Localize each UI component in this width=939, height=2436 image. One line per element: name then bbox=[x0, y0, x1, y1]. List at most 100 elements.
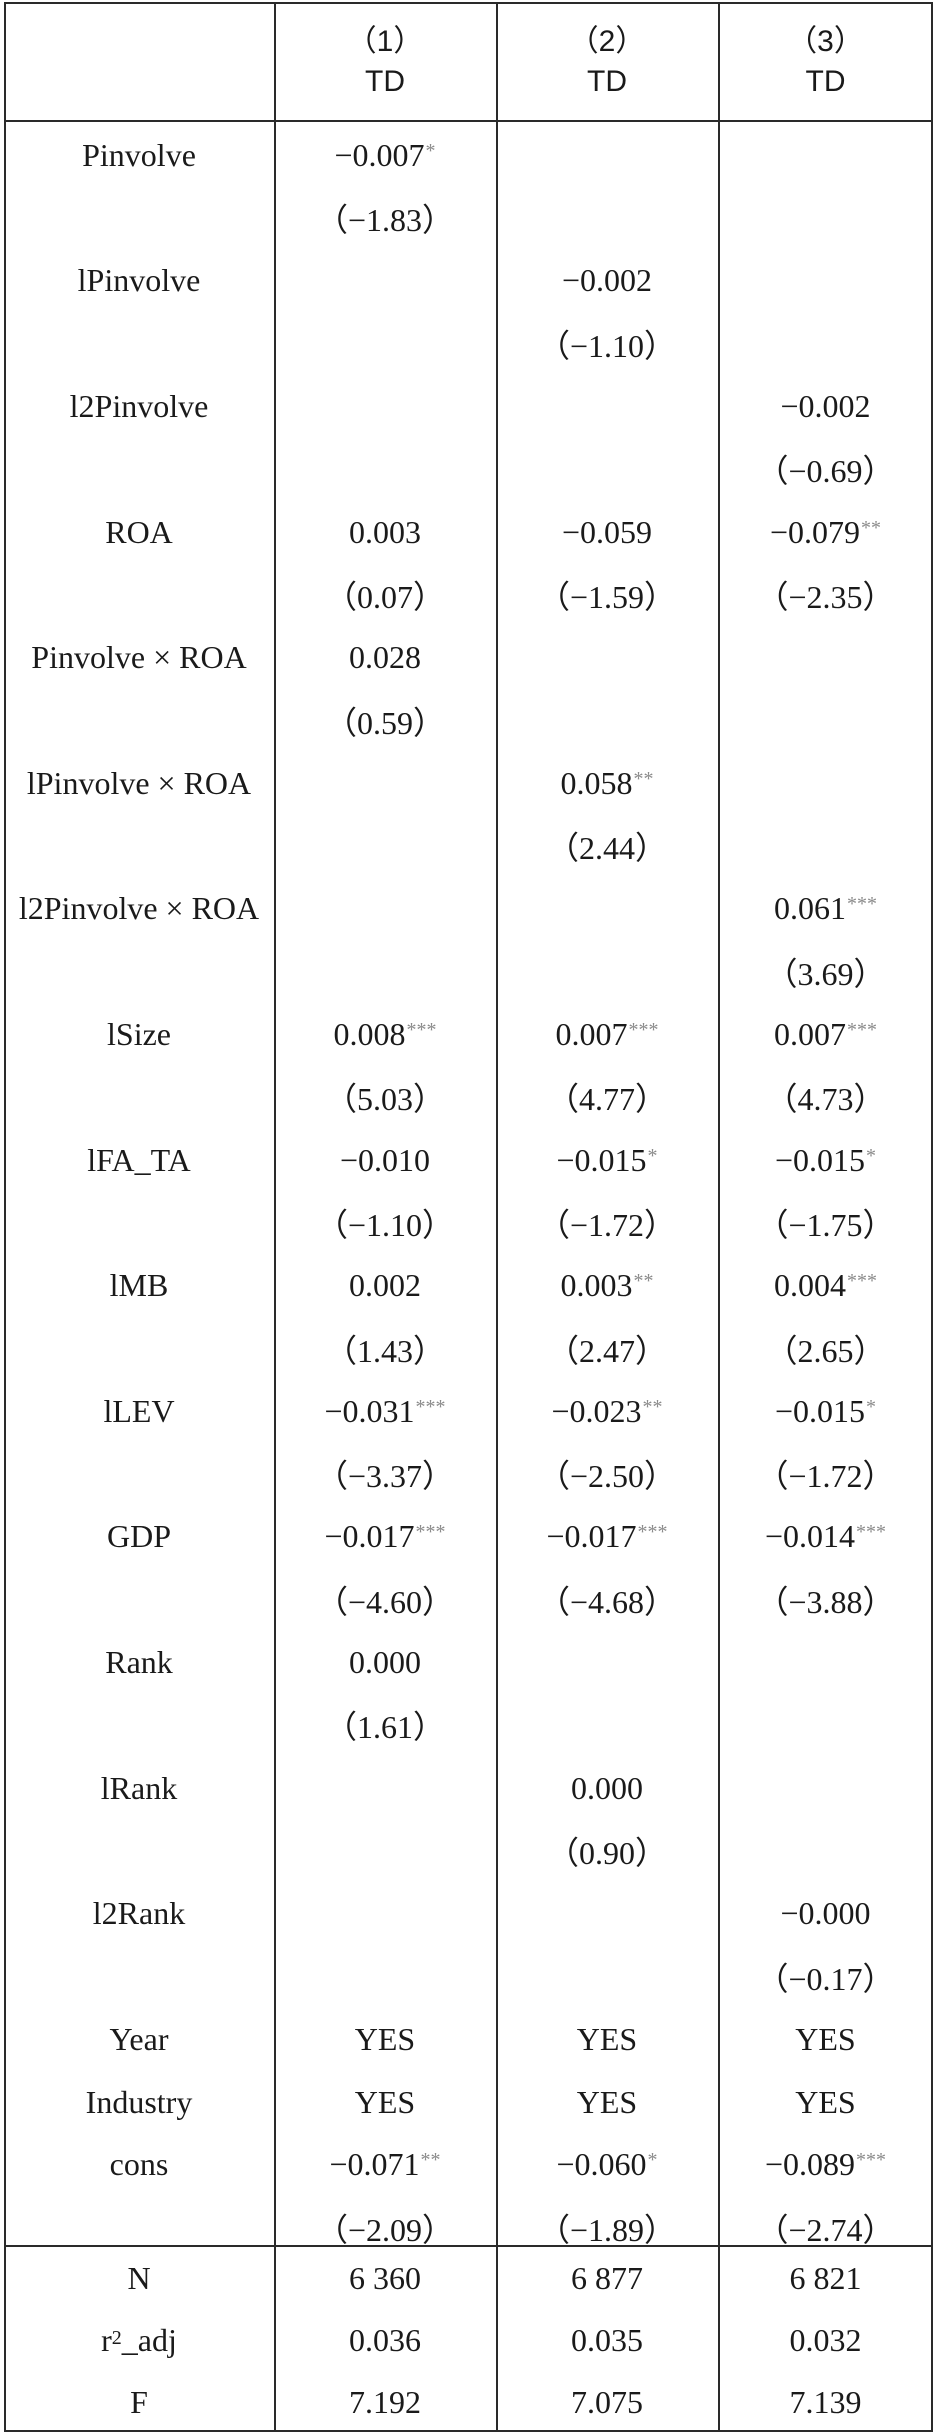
cell-value: −0.089 bbox=[764, 2146, 856, 2183]
coefficient: 0.003 ** bbox=[496, 1254, 718, 1317]
significance-stars: *** bbox=[637, 1521, 668, 1544]
significance-stars: * bbox=[866, 1144, 877, 1167]
cell-value: （−3.37） bbox=[315, 1458, 455, 1495]
row-label: GDP bbox=[106, 1518, 171, 1555]
stat-value: 7.075 bbox=[571, 2383, 643, 2420]
row-label: Pinvolve × ROA bbox=[31, 639, 247, 676]
coefficient: −0.010 bbox=[274, 1129, 496, 1192]
cell-value: （3.69） bbox=[765, 955, 886, 992]
column-rule bbox=[496, 2, 498, 2432]
coefficient: −0.015 * bbox=[718, 1129, 933, 1192]
cell-value: YES bbox=[576, 2083, 638, 2120]
column-rule bbox=[4, 2, 6, 2432]
stat-label: r 2 _adj bbox=[4, 2309, 274, 2371]
cell-value: −0.031 bbox=[324, 1392, 415, 1429]
stat-label-superscript: 2 bbox=[111, 2326, 122, 2349]
stat-value: 0.035 bbox=[571, 2321, 643, 2358]
cell-value: 0.028 bbox=[349, 639, 421, 676]
cell-value: （−2.35） bbox=[756, 578, 895, 615]
column-header: （1） TD bbox=[274, 6, 496, 118]
cell-value: −0.017 bbox=[324, 1518, 415, 1555]
cell-value: 0.008 bbox=[333, 1016, 406, 1053]
t-statistic: （1.43） bbox=[274, 1317, 496, 1380]
row-label: cons bbox=[109, 2146, 169, 2183]
t-statistic: （−3.37） bbox=[274, 1443, 496, 1506]
cell-value: −0.060 bbox=[556, 2146, 647, 2183]
t-statistic: （−1.59） bbox=[496, 564, 718, 627]
cell-value: （−2.50） bbox=[537, 1458, 677, 1495]
coefficient: −0.015 * bbox=[496, 1129, 718, 1192]
cell-value: 0.004 bbox=[774, 1267, 846, 1304]
t-statistic: （−0.17） bbox=[718, 1945, 933, 2008]
bottom-border bbox=[4, 2430, 933, 2432]
significance-stars: *** bbox=[628, 1019, 659, 1042]
significance-stars: *** bbox=[415, 1395, 446, 1418]
cell-value: 0.003 bbox=[349, 513, 421, 550]
stat-label-base: r bbox=[101, 2321, 112, 2358]
significance-stars: ** bbox=[633, 1270, 654, 1293]
dependent-variable: TD bbox=[805, 65, 846, 98]
cell-value: 0.002 bbox=[349, 1267, 421, 1304]
cell-value: （0.90） bbox=[546, 1834, 667, 1871]
row-label: l2Rank bbox=[92, 1895, 186, 1932]
cell-value: （4.73） bbox=[765, 1081, 886, 1118]
coefficient: −0.059 bbox=[496, 501, 718, 564]
significance-stars: *** bbox=[847, 1019, 877, 1042]
cell-value: （2.47） bbox=[546, 1332, 667, 1369]
stats-divider bbox=[4, 2245, 933, 2247]
t-statistic: （0.90） bbox=[496, 1820, 718, 1883]
row-label: lFA_TA bbox=[87, 1141, 191, 1178]
cell-value: （−1.10） bbox=[315, 1206, 455, 1243]
stat-value: 0.036 bbox=[349, 2321, 421, 2358]
t-statistic: （−2.35） bbox=[718, 564, 933, 627]
t-statistic: （4.77） bbox=[496, 1066, 718, 1129]
model-number: （2） bbox=[568, 25, 646, 58]
t-statistic: （2.47） bbox=[496, 1317, 718, 1380]
row-label: ROA bbox=[105, 513, 173, 550]
cell-value: −0.079 bbox=[769, 513, 861, 550]
cell-value: （−1.59） bbox=[537, 578, 677, 615]
coefficient: −0.007 * bbox=[274, 124, 496, 187]
cell-value: （1.43） bbox=[324, 1332, 445, 1369]
coefficient: 0.003 bbox=[274, 501, 496, 564]
coefficient: −0.023 ** bbox=[496, 1380, 718, 1443]
stat-value: 7.139 bbox=[789, 2383, 862, 2420]
t-statistic: （−1.83） bbox=[274, 187, 496, 250]
t-statistic: （−2.50） bbox=[496, 1443, 718, 1506]
coefficient: −0.017 *** bbox=[274, 1506, 496, 1569]
t-statistic: （−1.10） bbox=[496, 312, 718, 375]
cell-value: （1.61） bbox=[324, 1709, 445, 1746]
significance-stars: *** bbox=[415, 1521, 446, 1544]
dependent-variable: TD bbox=[587, 65, 627, 98]
significance-stars: *** bbox=[847, 1270, 877, 1293]
t-statistic: （−1.89） bbox=[496, 2196, 718, 2259]
coefficient: 0.007 *** bbox=[718, 1003, 933, 1066]
coefficient: −0.002 bbox=[496, 250, 718, 313]
stat-label-rest: _adj bbox=[121, 2321, 177, 2358]
cell-value: YES bbox=[795, 2020, 856, 2057]
coefficient: YES bbox=[274, 2008, 496, 2071]
coefficient: −0.014 *** bbox=[718, 1506, 933, 1569]
t-statistic: （−2.09） bbox=[274, 2196, 496, 2259]
cell-value: （5.03） bbox=[324, 1081, 445, 1118]
t-statistic: （−2.74） bbox=[718, 2196, 933, 2259]
row-label: lPinvolve × ROA bbox=[26, 764, 252, 801]
row-label: lMB bbox=[109, 1267, 169, 1304]
t-statistic: （3.69） bbox=[718, 940, 933, 1003]
cell-value: 0.007 bbox=[774, 1016, 846, 1053]
cell-value: −0.023 bbox=[551, 1392, 642, 1429]
cell-value: −0.015 bbox=[774, 1392, 866, 1429]
coefficient: 0.000 bbox=[274, 1631, 496, 1694]
cell-value: 0.000 bbox=[571, 1769, 643, 1806]
coefficient: −0.000 bbox=[718, 1882, 933, 1945]
cell-value: （−1.72） bbox=[537, 1206, 677, 1243]
cell-value: （−2.74） bbox=[756, 2211, 895, 2248]
column-header: （3） TD bbox=[718, 6, 933, 118]
cell-value: YES bbox=[576, 2020, 638, 2057]
t-statistic: （4.73） bbox=[718, 1066, 933, 1129]
cell-value: −0.002 bbox=[780, 388, 871, 425]
cell-value: −0.000 bbox=[780, 1895, 871, 1932]
cell-value: −0.010 bbox=[339, 1141, 431, 1178]
row-label: Pinvolve bbox=[82, 136, 196, 173]
stat-label: N bbox=[127, 2259, 151, 2296]
